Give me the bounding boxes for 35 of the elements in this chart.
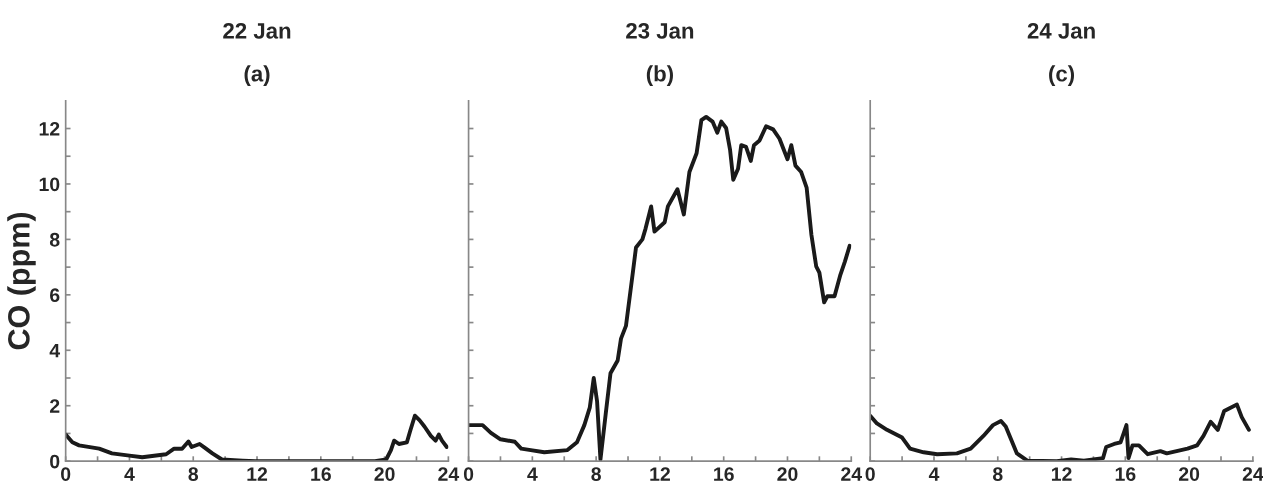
y-tick-label: 0 — [50, 454, 60, 469]
x-tick-label: 4 — [928, 467, 940, 481]
chart-subtitle: (c) — [1049, 65, 1075, 86]
x-tick-label: 0 — [865, 467, 875, 481]
chart-subtitle: (b) — [646, 65, 673, 86]
x-tick-label: 12 — [247, 467, 268, 481]
x-tick-label: 12 — [1051, 467, 1072, 481]
y-tick-label: 10 — [39, 177, 60, 192]
x-tick-label: 4 — [124, 467, 135, 481]
y-tick-label: 4 — [49, 343, 61, 358]
x-tick-label: 0 — [61, 467, 71, 481]
x-tick-label: 16 — [1115, 467, 1136, 481]
chart-subtitle: (a) — [244, 65, 270, 86]
y-tick-label: 8 — [49, 232, 60, 247]
x-tick-label: 24 — [438, 467, 460, 481]
x-tick-label: 0 — [463, 467, 474, 481]
y-axis-title: CO (ppm) — [7, 212, 36, 350]
x-tick-label: 24 — [841, 467, 862, 481]
x-tick-label: 8 — [591, 467, 601, 481]
y-tick-label: 12 — [39, 121, 60, 136]
chart-title: 23 Jan — [626, 22, 694, 39]
chart-title: 22 Jan — [223, 22, 291, 39]
x-tick-label: 4 — [527, 467, 538, 481]
x-tick-label: 20 — [1178, 467, 1200, 481]
x-tick-label: 20 — [374, 467, 395, 481]
x-tick-label: 24 — [1242, 467, 1263, 481]
x-tick-label: 16 — [714, 467, 734, 481]
x-tick-label: 16 — [311, 467, 331, 481]
x-tick-label: 8 — [992, 467, 1003, 481]
y-tick-label: 2 — [49, 399, 60, 413]
x-tick-label: 12 — [650, 467, 670, 481]
y-tick-label: 6 — [50, 288, 60, 303]
x-tick-label: 8 — [188, 467, 199, 481]
chart-title: 24 Jan — [1027, 22, 1095, 39]
x-tick-label: 20 — [777, 467, 798, 481]
